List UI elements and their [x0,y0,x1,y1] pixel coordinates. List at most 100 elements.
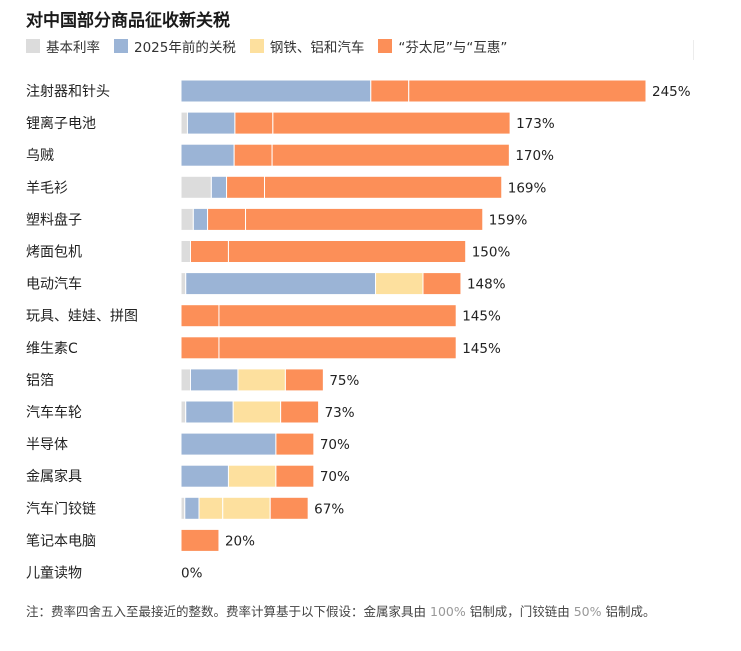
bar-segment-pre2025 [185,400,234,424]
bar-segment-base [180,240,191,263]
bar-chart: 注射器和针头 245% 锂离子电池 173% 乌贼 170% 羊毛衫 169% 塑料盘子 159%… [26,79,691,582]
value-label: 145% [462,341,501,357]
footnote-pct1: 100% [430,604,466,619]
category-label: 锂离子电池 [26,115,96,132]
bar-segment-fentanyl [264,175,503,199]
bar-segment-pre2025 [192,207,209,231]
bar-segment-pre2025 [189,368,239,392]
bar-segment-pre2025 [185,272,377,296]
bar-segment-fentanyl [180,304,220,328]
value-label: 145% [462,309,501,325]
legend-label-steel: 钢铁、铝和汽车 [269,40,365,56]
category-label: 半导体 [26,437,68,453]
bar-segment-fentanyl [275,464,315,488]
footnote-pct2: 50% [573,604,602,619]
category-label: 塑料盘子 [26,211,82,228]
legend-item-pre2025: 2025年前的关税 [114,36,236,56]
bar-segment-base [180,272,187,296]
bar-segment-fentanyl [408,79,647,103]
bar-segment-pre2025 [180,432,277,456]
value-label: 70% [320,437,350,453]
category-label: 金属家具 [26,468,82,485]
footnote: 注：费率四舍五入至最接近的整数。费率计算基于以下假设：金属家具由 100% 铝制… [26,601,716,622]
category-label: 铝箔 [26,373,54,389]
legend-label-base: 基本利率 [46,40,100,56]
category-label: 笔记本电脑 [26,533,96,549]
value-label: 73% [325,405,355,421]
bar-segment-fentanyl [422,272,462,296]
legend-item-fentanyl: “芬太尼”与“互惠” [378,36,507,56]
bar-segment-base [180,111,188,135]
bar-segment-fentanyl [180,336,220,360]
bar-segment-fentanyl [269,496,309,520]
divider-line [693,40,694,60]
bar-segment-fentanyl [275,432,315,456]
category-label: 乌贼 [26,148,54,164]
bar-segment-steel [232,400,282,424]
bar-segment-fentanyl [234,111,274,135]
bar-segment-pre2025 [210,175,228,199]
category-label: 电动汽车 [26,276,82,293]
legend-item-steel: 钢铁、铝和汽车 [249,36,365,56]
bar-segment-fentanyl [280,400,320,424]
bar-segment-base [180,368,191,392]
value-label: 150% [472,245,511,261]
category-label: 注射器和针头 [26,84,110,100]
bar-segment-pre2025 [180,79,372,103]
bar-segment-base [180,175,212,199]
bar-segment-pre2025 [180,143,235,167]
legend-item-base: 基本利率 [26,36,100,56]
bar-segment-base [180,207,194,231]
bar-segment-fentanyl [233,143,273,167]
bar-segment-steel [237,368,286,392]
legend-swatch-fentanyl [378,39,393,53]
bar-segment-steel [227,464,277,488]
value-label: 170% [515,148,554,164]
bar-segment-fentanyl [218,336,457,360]
legend: 基本利率 2025年前的关税 钢铁、铝和汽车 “芬太尼”与“互惠” [26,36,521,56]
value-label: 75% [329,373,359,389]
value-label: 173% [516,116,555,132]
bar-segment-fentanyl [189,240,229,263]
bar-segment-base [180,496,186,520]
value-label: 148% [467,277,506,293]
footnote-middle: 铝制成，门铰链由 [469,604,570,619]
bar-segment-pre2025 [184,496,200,520]
bar-segment-fentanyl [180,528,220,552]
bar-segment-fentanyl [284,368,324,392]
bar-segment-pre2025 [180,464,229,488]
bar-segment-fentanyl [245,207,484,231]
value-label: 0% [181,566,203,582]
category-label: 羊毛衫 [26,180,68,196]
category-label: 烤面包机 [26,245,82,261]
category-label: 汽车门铰链 [26,500,96,517]
legend-swatch-base [26,39,40,53]
value-label: 20% [225,533,255,549]
category-label: 汽车车轮 [26,404,82,421]
legend-label-fentanyl: “芬太尼”与“互惠” [398,40,508,56]
category-label: 维生素C [26,341,78,357]
bar-segment-pre2025 [186,111,236,135]
value-label: 159% [489,212,528,228]
bar-segment-fentanyl [207,207,247,231]
chart-title: 对中国部分商品征收新关税 [26,11,230,31]
footnote-prefix: 注：费率四舍五入至最接近的整数。费率计算基于以下假设：金属家具由 [26,604,427,619]
bar-segment-fentanyl [272,111,511,135]
value-label: 70% [320,469,350,485]
bar-segment-steel [222,496,271,520]
bar-segment-fentanyl [271,143,510,167]
category-label: 儿童读物 [26,565,82,582]
footnote-suffix: 铝制成。 [605,604,656,619]
bar-segment-steel [198,496,224,520]
legend-label-pre2025: 2025年前的关税 [134,40,236,56]
value-label: 245% [652,84,691,100]
category-label: 玩具、娃娃、拼图 [26,309,138,325]
value-label: 169% [508,180,547,196]
bar-segment-fentanyl [227,240,467,263]
bar-segment-fentanyl [226,175,266,199]
value-label: 67% [314,501,344,517]
bar-segment-fentanyl [218,304,457,328]
legend-swatch-pre2025 [114,39,128,53]
bar-segment-base [180,400,187,424]
bar-segment-fentanyl [370,79,410,103]
